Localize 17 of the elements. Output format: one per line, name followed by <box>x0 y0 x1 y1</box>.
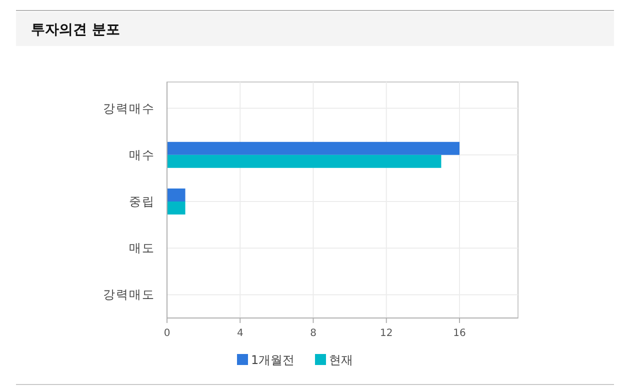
bar <box>167 154 442 168</box>
y-tick-label: 매수 <box>129 148 155 162</box>
bar <box>167 188 186 202</box>
legend-label: 현재 <box>329 353 353 367</box>
x-tick-label: 12 <box>380 328 393 339</box>
legend-label: 1개월전 <box>251 353 295 367</box>
y-tick-label: 강력매수 <box>103 101 155 116</box>
bar <box>167 202 186 214</box>
y-tick-label: 중립 <box>129 194 155 208</box>
bar <box>167 142 460 155</box>
y-tick-label: 강력매도 <box>103 288 155 302</box>
x-tick-label: 4 <box>236 328 244 339</box>
x-tick-label: 8 <box>310 328 316 339</box>
x-tick-label: 0 <box>164 328 170 339</box>
chart-title: 투자의견 분포 <box>31 22 120 38</box>
y-tick-label: 매도 <box>129 241 155 256</box>
x-tick-label: 16 <box>453 328 466 339</box>
